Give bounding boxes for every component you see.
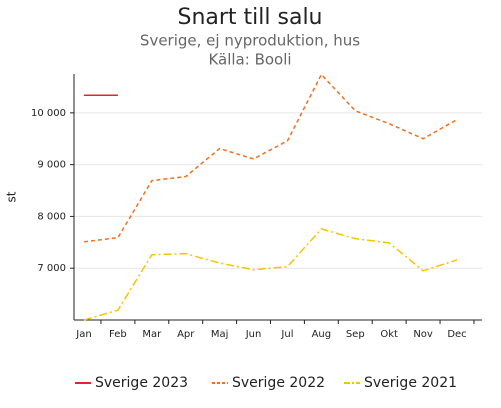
x-tick-label: Sep xyxy=(346,329,365,340)
y-tick-label: 7 000 xyxy=(37,263,66,274)
x-tick-label: Feb xyxy=(109,329,127,340)
line-series xyxy=(83,227,458,321)
y-tick-label: 8 000 xyxy=(37,211,66,222)
x-tick-label: Jan xyxy=(75,329,91,340)
chart-source: Källa: Booli xyxy=(208,51,291,69)
x-tick-label: Jul xyxy=(280,329,293,340)
y-tick-label: 9 000 xyxy=(37,160,66,171)
legend-label: Sverige 2022 xyxy=(232,375,325,391)
x-tick-label: Apr xyxy=(177,329,195,340)
legend-label: Sverige 2023 xyxy=(95,375,188,391)
x-tick-label: Maj xyxy=(211,329,229,340)
x-tick-label: Mar xyxy=(142,329,162,340)
line-series xyxy=(83,73,458,243)
x-tick-label: Dec xyxy=(447,329,466,340)
y-tick-label: 10 000 xyxy=(31,108,66,119)
y-axis-label: st xyxy=(5,191,19,202)
x-tick-label: Okt xyxy=(380,329,398,340)
legend-label: Sverige 2021 xyxy=(364,375,457,391)
chart-title: Snart till salu xyxy=(177,5,322,30)
x-tick-label: Jun xyxy=(245,329,262,340)
x-tick-label: Nov xyxy=(413,329,433,340)
x-tick-label: Aug xyxy=(312,329,332,340)
chart-subtitle: Sverige, ej nyproduktion, hus xyxy=(140,32,360,50)
